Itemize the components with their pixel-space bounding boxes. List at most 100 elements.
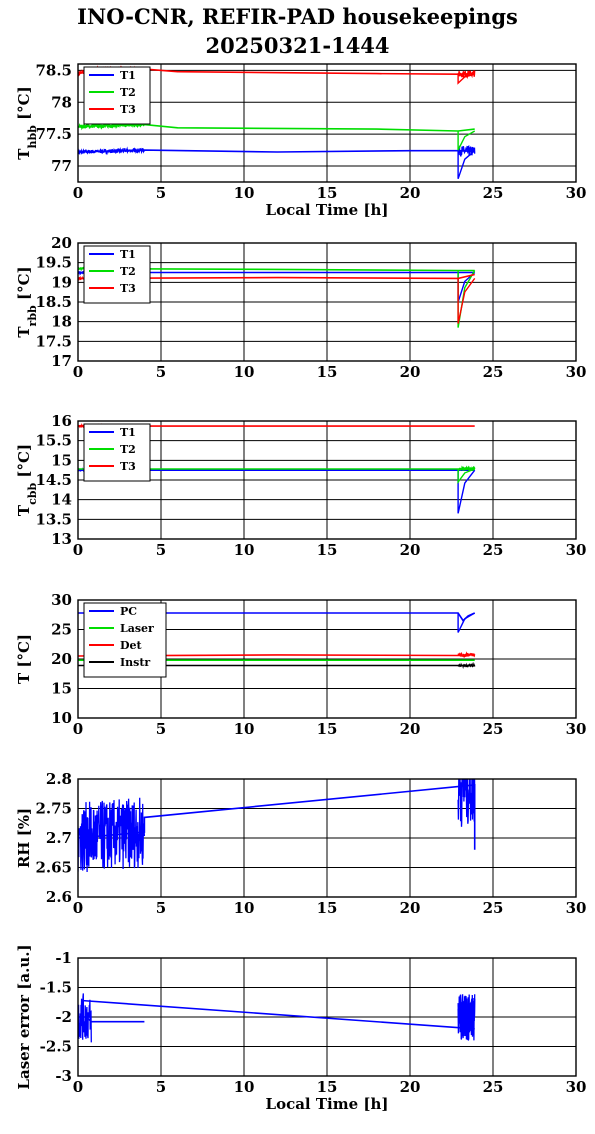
y-tick-label: 77.5 (35, 125, 72, 143)
x-tick-label: 5 (156, 541, 166, 559)
x-tick-label: 30 (566, 541, 587, 559)
x-tick-label: 15 (317, 720, 338, 738)
y-tick-label: 13 (51, 530, 72, 548)
y-tick-label: 77 (51, 157, 72, 175)
series-noise-instr (457, 661, 476, 670)
x-tick-label: 0 (73, 363, 83, 381)
x-tick-label: 10 (234, 899, 255, 917)
y-tick-label: 2.8 (46, 770, 72, 788)
y-tick-label: 78.5 (35, 61, 72, 79)
x-tick-label: 15 (317, 363, 338, 381)
x-tick-label: 5 (156, 184, 166, 202)
y-tick-label: 19.5 (35, 254, 72, 272)
plot-frame (77, 599, 577, 719)
x-tick-label: 30 (566, 1078, 587, 1096)
legend-label: T2 (120, 265, 136, 278)
legend-label: T2 (120, 443, 136, 456)
x-tick-label: 20 (400, 899, 421, 917)
x-tick-label: 10 (234, 720, 255, 738)
x-tick-label: 10 (234, 541, 255, 559)
x-tick-label: 30 (566, 899, 587, 917)
x-tick-label: 0 (73, 184, 83, 202)
y-tick-label: 13.5 (35, 510, 72, 528)
y-tick-label: 17.5 (35, 332, 72, 350)
chart-panel-6: 0 5 10 15 20 25 30 -3 -2.5 -2 -1.5 -1 Local Time [h]… (15, 944, 586, 1113)
series-noise-det (457, 651, 476, 659)
series-line-t2 (78, 267, 475, 272)
y-tick-label: 14.5 (35, 471, 72, 489)
series-noise-s0 (457, 779, 476, 827)
x-tick-label: 20 (400, 720, 421, 738)
x-tick-label: 5 (156, 1078, 166, 1096)
series-dip-t2 (457, 130, 476, 151)
series-dip-pc (457, 612, 476, 633)
legend-box (83, 245, 151, 304)
x-tick-label: 20 (400, 363, 421, 381)
x-tick-label: 15 (317, 541, 338, 559)
legend-label: T1 (120, 426, 136, 439)
plot-frame (77, 242, 577, 362)
series-noise-t1 (78, 146, 146, 156)
y-tick-label: -1 (55, 949, 72, 967)
series-dip-t1 (457, 469, 476, 514)
legend-label: Laser (120, 622, 154, 635)
series-noise-s0 (78, 797, 146, 873)
series-noise-t2 (78, 120, 145, 131)
x-tick-label: 0 (73, 899, 83, 917)
x-axis-label: Local Time [h] (266, 1095, 389, 1113)
x-tick-label: 15 (317, 184, 338, 202)
legend-label: T1 (120, 69, 136, 82)
y-tick-label: 15 (51, 451, 72, 469)
x-tick-label: 20 (400, 541, 421, 559)
y-axis-label: Thbb [°C] (15, 86, 39, 159)
legend-label: Instr (120, 656, 150, 669)
y-tick-label: 16 (51, 412, 72, 430)
legend: PC Laser Det Instr (83, 602, 167, 678)
y-axis-label: Tcbb [°C] (15, 444, 39, 516)
plot-frame (77, 778, 577, 898)
legend-label: Det (120, 639, 143, 652)
y-tick-label: 18 (51, 313, 72, 331)
y-tick-label: -1.5 (40, 979, 72, 997)
legend-label: T3 (120, 103, 136, 116)
series-dip-t3 (457, 73, 475, 85)
series-dip-t1 (457, 150, 476, 180)
legend-label: PC (120, 605, 137, 618)
x-tick-label: 5 (156, 363, 166, 381)
series-noise-s0 (78, 993, 92, 1043)
x-tick-label: 0 (73, 1078, 83, 1096)
y-tick-label: 30 (51, 591, 72, 609)
x-tick-label: 25 (483, 363, 504, 381)
y-tick-label: 2.7 (46, 829, 72, 847)
x-tick-label: 10 (234, 1078, 255, 1096)
y-tick-label: 18.5 (35, 293, 72, 311)
y-tick-label: 78 (51, 93, 72, 111)
x-tick-label: 25 (483, 720, 504, 738)
plot-frame (77, 420, 577, 540)
legend: T1 T2 T3 (83, 66, 151, 125)
x-tick-label: 10 (234, 363, 255, 381)
x-tick-label: 20 (400, 1078, 421, 1096)
y-tick-label: 15.5 (35, 432, 72, 450)
x-tick-label: 5 (156, 720, 166, 738)
y-axis-label: RH [%] (15, 808, 33, 868)
series-dip-t3 (457, 277, 476, 324)
x-tick-label: 0 (73, 541, 83, 559)
y-tick-label: 19 (51, 273, 72, 291)
y-tick-label: 17 (51, 352, 72, 370)
x-tick-label: 15 (317, 1078, 338, 1096)
x-tick-label: 25 (483, 184, 504, 202)
chart-subtitle-date: 20250321-1444 (205, 33, 390, 58)
legend-label: T3 (120, 460, 136, 473)
y-axis-label: Trbb [°C] (15, 266, 39, 337)
legend-label: T2 (120, 86, 136, 99)
x-tick-label: 25 (483, 541, 504, 559)
y-axis-label: Laser error [a.u.] (15, 944, 33, 1089)
y-tick-label: -2 (55, 1008, 72, 1026)
chart-panel-4: 0 5 10 15 20 25 30 10 15 20 25 30 T [°C] PC Laser Det In… (15, 591, 586, 738)
x-tick-label: 25 (483, 1078, 504, 1096)
legend-box (83, 602, 167, 678)
y-tick-label: -3 (55, 1067, 72, 1085)
chart-panel-1: 0 5 10 15 20 25 30 77 77.5 78 78.5 Local Time [h] Th… (15, 61, 586, 219)
